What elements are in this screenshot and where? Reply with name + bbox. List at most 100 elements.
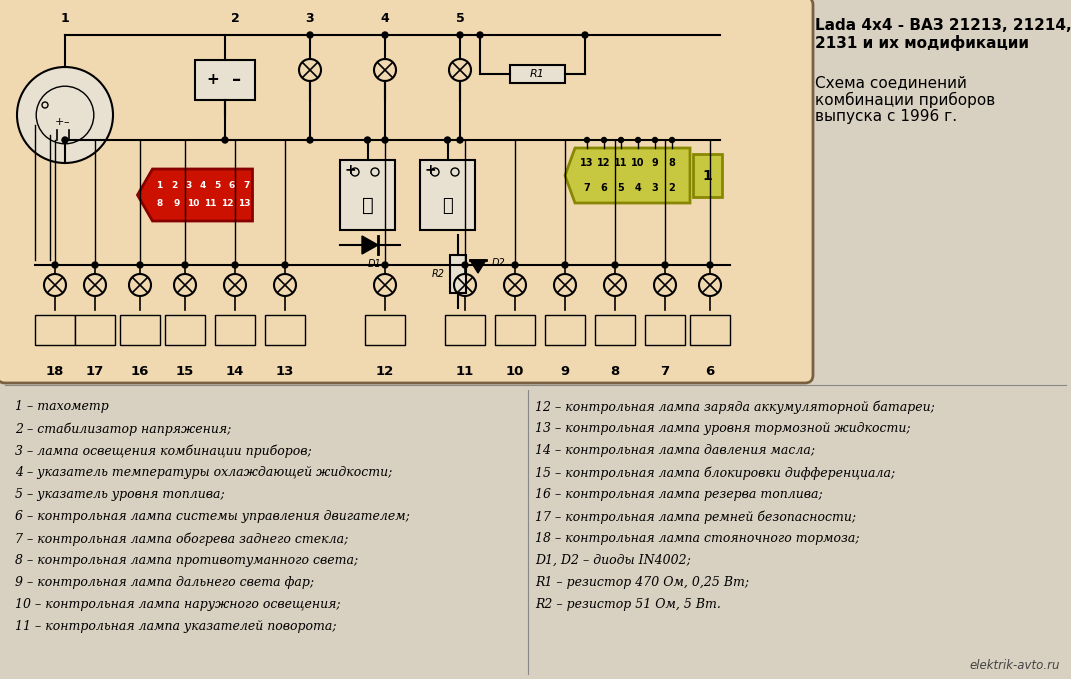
Text: 8: 8 [668,158,676,168]
Text: D2: D2 [492,258,506,268]
Text: 13: 13 [580,158,593,168]
FancyBboxPatch shape [195,60,255,100]
Polygon shape [565,148,690,203]
FancyBboxPatch shape [693,154,722,197]
Text: 11: 11 [205,200,216,208]
Text: 3: 3 [651,183,659,193]
Text: 1 – тахометр: 1 – тахометр [15,400,109,413]
Text: 6: 6 [706,365,714,378]
Text: 9: 9 [174,200,180,208]
Text: 7 – контрольная лампа обогрева заднего стекла;: 7 – контрольная лампа обогрева заднего с… [15,532,348,545]
Text: R1 – резистор 470 Ом, 0,25 Вт;: R1 – резистор 470 Ом, 0,25 Вт; [536,576,749,589]
Text: 1: 1 [703,168,712,183]
Circle shape [669,138,675,143]
Text: 2 – стабилизатор напряжения;: 2 – стабилизатор напряжения; [15,422,231,435]
Circle shape [602,138,606,143]
Text: 2: 2 [668,183,676,193]
Text: комбинации приборов: комбинации приборов [815,92,995,108]
Text: D1: D1 [368,259,382,269]
Text: ⛽: ⛽ [442,196,453,215]
Text: 10: 10 [506,365,524,378]
Text: 🌡: 🌡 [362,196,374,215]
Circle shape [635,138,640,143]
Text: 5: 5 [214,181,221,191]
Text: Lada 4x4 - ВАЗ 21213, 21214,: Lada 4x4 - ВАЗ 21213, 21214, [815,18,1071,33]
Text: выпуска с 1996 г.: выпуска с 1996 г. [815,109,957,124]
Circle shape [92,262,99,268]
Text: 4: 4 [380,12,390,25]
Text: –: – [232,71,242,89]
Text: 6 – контрольная лампа системы управления двигателем;: 6 – контрольная лампа системы управления… [15,510,410,523]
Text: 12 – контрольная лампа заряда аккумуляторной батареи;: 12 – контрольная лампа заряда аккумулято… [536,400,935,414]
Text: 1: 1 [156,181,163,191]
Text: 12: 12 [598,158,610,168]
Text: 9: 9 [560,365,570,378]
Text: 5: 5 [618,183,624,193]
Text: 5: 5 [455,12,465,25]
Text: 17: 17 [86,365,104,378]
FancyBboxPatch shape [0,0,813,383]
Circle shape [182,262,188,268]
Text: 15 – контрольная лампа блокировки дифференциала;: 15 – контрольная лампа блокировки диффер… [536,466,895,479]
Text: 14 – контрольная лампа давления масла;: 14 – контрольная лампа давления масла; [536,444,815,457]
Circle shape [512,262,518,268]
Text: 11: 11 [456,365,474,378]
Circle shape [457,137,463,143]
Circle shape [307,32,313,38]
Text: +: + [425,163,437,177]
Circle shape [232,262,238,268]
Circle shape [477,32,483,38]
Text: 14: 14 [226,365,244,378]
Text: 11: 11 [615,158,628,168]
Text: 3 – лампа освещения комбинации приборов;: 3 – лампа освещения комбинации приборов; [15,444,312,458]
Circle shape [222,137,228,143]
Text: 5 – указатель уровня топлива;: 5 – указатель уровня топлива; [15,488,225,501]
Text: 2: 2 [230,12,240,25]
Circle shape [618,138,623,143]
Circle shape [582,32,588,38]
Circle shape [462,262,468,268]
Text: Схема соединений: Схема соединений [815,75,967,90]
FancyBboxPatch shape [265,315,305,345]
Text: 18 – контрольная лампа стояночного тормоза;: 18 – контрольная лампа стояночного тормо… [536,532,860,545]
Text: +: + [207,73,220,88]
Text: 8: 8 [156,200,163,208]
Text: 8 – контрольная лампа противотуманного света;: 8 – контрольная лампа противотуманного с… [15,554,359,567]
Text: R1: R1 [530,69,545,79]
Text: 4: 4 [635,183,642,193]
Circle shape [62,137,67,143]
Circle shape [52,262,58,268]
FancyBboxPatch shape [75,315,115,345]
Text: R2 – резистор 51 Ом, 5 Вт.: R2 – резистор 51 Ом, 5 Вт. [536,598,721,611]
Text: 15: 15 [176,365,194,378]
FancyBboxPatch shape [165,315,205,345]
Circle shape [17,67,114,163]
Circle shape [444,137,451,143]
FancyBboxPatch shape [444,315,485,345]
Text: 3: 3 [185,181,192,191]
Text: 6: 6 [229,181,236,191]
Circle shape [707,262,713,268]
FancyBboxPatch shape [645,315,685,345]
Text: 18: 18 [46,365,64,378]
FancyBboxPatch shape [495,315,536,345]
Text: +: + [55,117,64,127]
Circle shape [612,262,618,268]
FancyBboxPatch shape [340,160,395,230]
Circle shape [364,137,371,143]
FancyBboxPatch shape [420,160,476,230]
Text: R2: R2 [432,269,444,279]
Text: +: + [345,163,357,177]
Text: 12: 12 [376,365,394,378]
Circle shape [457,32,463,38]
Text: 16 – контрольная лампа резерва топлива;: 16 – контрольная лампа резерва топлива; [536,488,823,501]
Text: 4: 4 [200,181,207,191]
Text: 6: 6 [601,183,607,193]
Text: 9 – контрольная лампа дальнего света фар;: 9 – контрольная лампа дальнего света фар… [15,576,314,589]
FancyBboxPatch shape [510,65,565,83]
Text: 2: 2 [171,181,177,191]
Circle shape [585,138,589,143]
Text: 10: 10 [187,200,199,208]
Text: –: – [63,117,69,127]
Circle shape [662,262,668,268]
